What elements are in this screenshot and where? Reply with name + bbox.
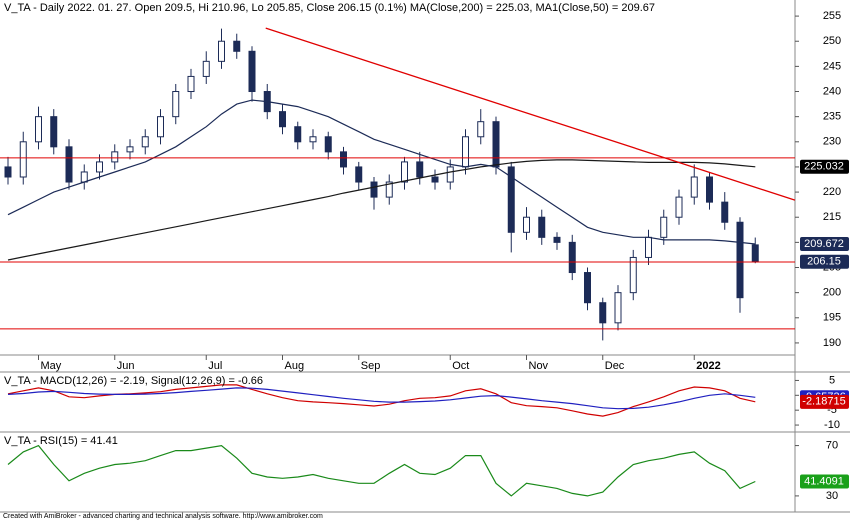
candle-body [736,221,744,299]
price-label-box [800,159,849,174]
candle-body [751,244,759,263]
candle-body [721,201,729,223]
panel-title: V_TA - Daily 2022. 01. 27. Open 209.5, H… [4,2,655,14]
candle-body [370,181,378,198]
x-tick-label: Jul [208,360,222,372]
candle-body [462,136,469,168]
candle-body [416,161,424,178]
series-line [7,159,756,261]
price-label: -2.18715 [802,396,845,408]
x-tick-label: May [41,360,62,372]
candle-body [172,91,180,118]
candle-body [492,121,500,168]
y-tick-label: 245 [823,60,841,72]
candle-body [141,136,149,148]
candle-body [248,50,256,93]
price-label-box [800,237,849,252]
y-tick-label: 190 [823,337,841,349]
y-tick-label: 255 [823,10,841,22]
x-tick-label: Sep [361,360,381,372]
candle-body [233,40,241,52]
candle-body [355,166,363,183]
candle-body [431,176,439,183]
y-tick-label: 30 [826,490,838,502]
candle-body [279,111,286,128]
price-label: 209.672 [804,238,844,250]
candle-body [294,126,302,143]
x-tick-label: Jun [117,360,135,372]
price-label-box [800,474,849,489]
candle-body [523,216,530,233]
candle-body [660,216,668,238]
candle-body [507,166,515,233]
price-label-box [800,394,849,409]
y-tick-label: 200 [823,287,841,299]
panel-title: V_TA - MACD(12,26) = -2.19, Signal(12,26… [4,375,263,387]
x-tick-label: Aug [285,360,305,372]
trend-line [265,27,796,201]
candle-body [538,216,546,238]
candle-body [111,151,119,163]
candle-body [568,241,576,274]
y-tick-label: -10 [824,419,840,431]
candle-body [202,60,210,77]
panel-title: V_TA - RSI(15) = 41.41 [4,435,118,447]
candle-body [690,176,698,198]
series-line [7,99,756,245]
candle-body [599,302,607,324]
candle-body [4,166,12,178]
candle-body [80,171,88,183]
candle-body [157,116,164,138]
candle-body [309,136,317,143]
candle-body [324,136,332,153]
candle-body [675,196,683,218]
candle-body [706,176,713,203]
series-line [7,444,756,497]
price-label-box [800,254,849,269]
x-tick-label: Nov [529,360,549,372]
price-label: 41.4091 [804,475,844,487]
price-label: 206.15 [807,256,841,268]
candle-body [385,181,393,198]
y-tick-label: 235 [823,111,841,123]
x-tick-label: 2022 [696,360,720,372]
candle-body [645,236,652,258]
candle-body [19,141,27,178]
candle-body [35,116,42,143]
y-tick-label: 220 [823,186,841,198]
y-tick-label: 250 [823,35,841,47]
candle-body [553,236,561,243]
candle-body [187,75,195,93]
candle-body [50,116,58,148]
footer: Created with AmiBroker - advanced charti… [3,513,323,520]
candle-body [446,166,454,183]
candle-body [401,161,408,183]
price-label: 225.032 [804,161,844,173]
x-tick-label: Oct [452,360,469,372]
candle-body [96,161,103,173]
candle-body [126,146,134,153]
x-tick-label: Dec [605,360,625,372]
y-tick-label: 215 [823,211,841,223]
y-tick-label: 240 [823,85,841,97]
candle-body [218,40,225,62]
candle-body [614,292,622,324]
y-tick-label: 5 [829,374,835,386]
series-line [7,384,756,417]
y-tick-label: 195 [823,312,841,324]
candle-body [477,121,485,138]
candle-body [340,151,347,168]
y-tick-label: 230 [823,136,841,148]
y-tick-label: 70 [826,439,838,451]
candle-body [629,256,637,294]
candle-body [584,272,591,304]
candle-body [65,146,73,183]
series-line [7,387,756,410]
y-tick-label: -5 [827,404,837,416]
